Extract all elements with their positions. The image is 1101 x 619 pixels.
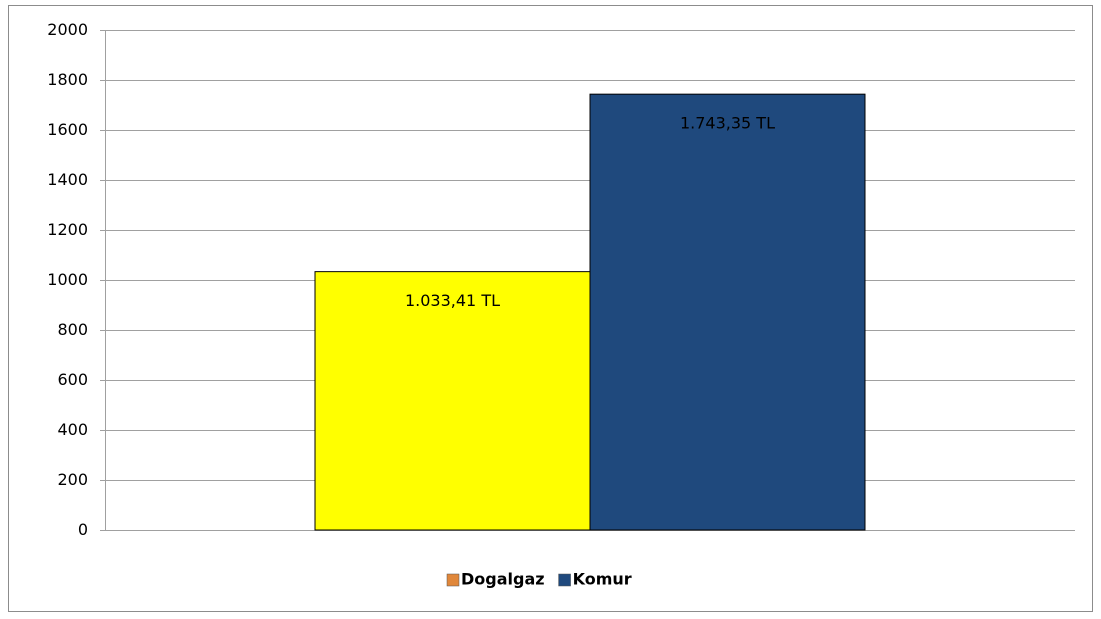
y-tick-label: 200 (57, 470, 88, 489)
data-label: 1.033,41 TL (405, 291, 500, 310)
bar (589, 93, 866, 531)
y-tick-label: 600 (57, 370, 88, 389)
y-tick-label: 1200 (47, 220, 88, 239)
legend-label: Komur (573, 570, 632, 589)
y-tick-label: 1600 (47, 120, 88, 139)
legend-swatch (446, 573, 460, 587)
y-tick-label: 400 (57, 420, 88, 439)
y-tick-label: 1000 (47, 270, 88, 289)
data-label: 1.743,35 TL (680, 114, 775, 133)
legend-label: Dogalgaz (461, 570, 545, 589)
y-tick-label: 0 (78, 520, 88, 539)
y-tick-label: 2000 (47, 20, 88, 39)
bar (314, 271, 591, 531)
legend-swatch (558, 573, 571, 587)
y-tick-label: 800 (57, 320, 88, 339)
y-tick-label: 1800 (47, 70, 88, 89)
y-tick-label: 1400 (47, 170, 88, 189)
